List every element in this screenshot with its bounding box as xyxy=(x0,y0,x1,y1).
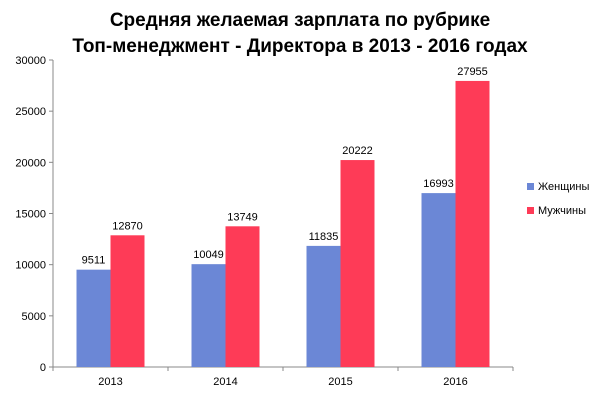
bar-women-2013 xyxy=(76,269,111,367)
data-label: 11835 xyxy=(309,231,339,243)
chart-title-line-2: Топ-менеджмент - Директора в 2013 - 2016… xyxy=(72,36,528,57)
bars xyxy=(76,80,490,367)
data-label: 13749 xyxy=(227,211,258,223)
legend-item-women: Женщины xyxy=(527,181,589,193)
data-label: 10049 xyxy=(193,249,224,261)
data-label: 27955 xyxy=(457,66,488,78)
y-tick-label: 20000 xyxy=(15,157,46,169)
y-tick-label: 30000 xyxy=(15,55,46,67)
bar-men-2015 xyxy=(340,160,375,367)
x-tick-label: 2013 xyxy=(98,376,122,388)
bar-men-2016 xyxy=(455,80,490,367)
data-labels: 9511 12870 10049 13749 11835 20222 16993 27955 xyxy=(82,66,488,267)
data-label: 12870 xyxy=(112,220,143,232)
bar-men-2013 xyxy=(110,235,145,367)
bar-women-2016 xyxy=(421,193,456,367)
y-tick-label: 15000 xyxy=(15,209,46,221)
chart-title-line-1: Средняя желаемая зарплата по рубрике xyxy=(109,10,491,31)
x-tick-label: 2016 xyxy=(443,376,467,388)
bar-women-2015 xyxy=(306,245,341,367)
legend-label-women: Женщины xyxy=(538,181,590,193)
y-tick-label: 0 xyxy=(40,362,46,374)
legend-label-men: Мужчины xyxy=(538,205,587,217)
legend-swatch-men xyxy=(527,207,534,214)
data-label: 20222 xyxy=(342,145,373,157)
x-tick-label: 2014 xyxy=(213,376,237,388)
data-label: 9511 xyxy=(82,255,106,267)
y-tick-label: 10000 xyxy=(15,260,46,272)
legend-swatch-women xyxy=(527,183,534,190)
y-tick-label: 25000 xyxy=(15,106,46,118)
y-tick-label: 5000 xyxy=(22,311,46,323)
bar-men-2014 xyxy=(225,226,260,367)
bar-women-2014 xyxy=(191,264,226,367)
data-label: 16993 xyxy=(423,178,454,190)
legend-item-men: Мужчины xyxy=(527,205,586,217)
x-tick-label: 2015 xyxy=(328,376,352,388)
